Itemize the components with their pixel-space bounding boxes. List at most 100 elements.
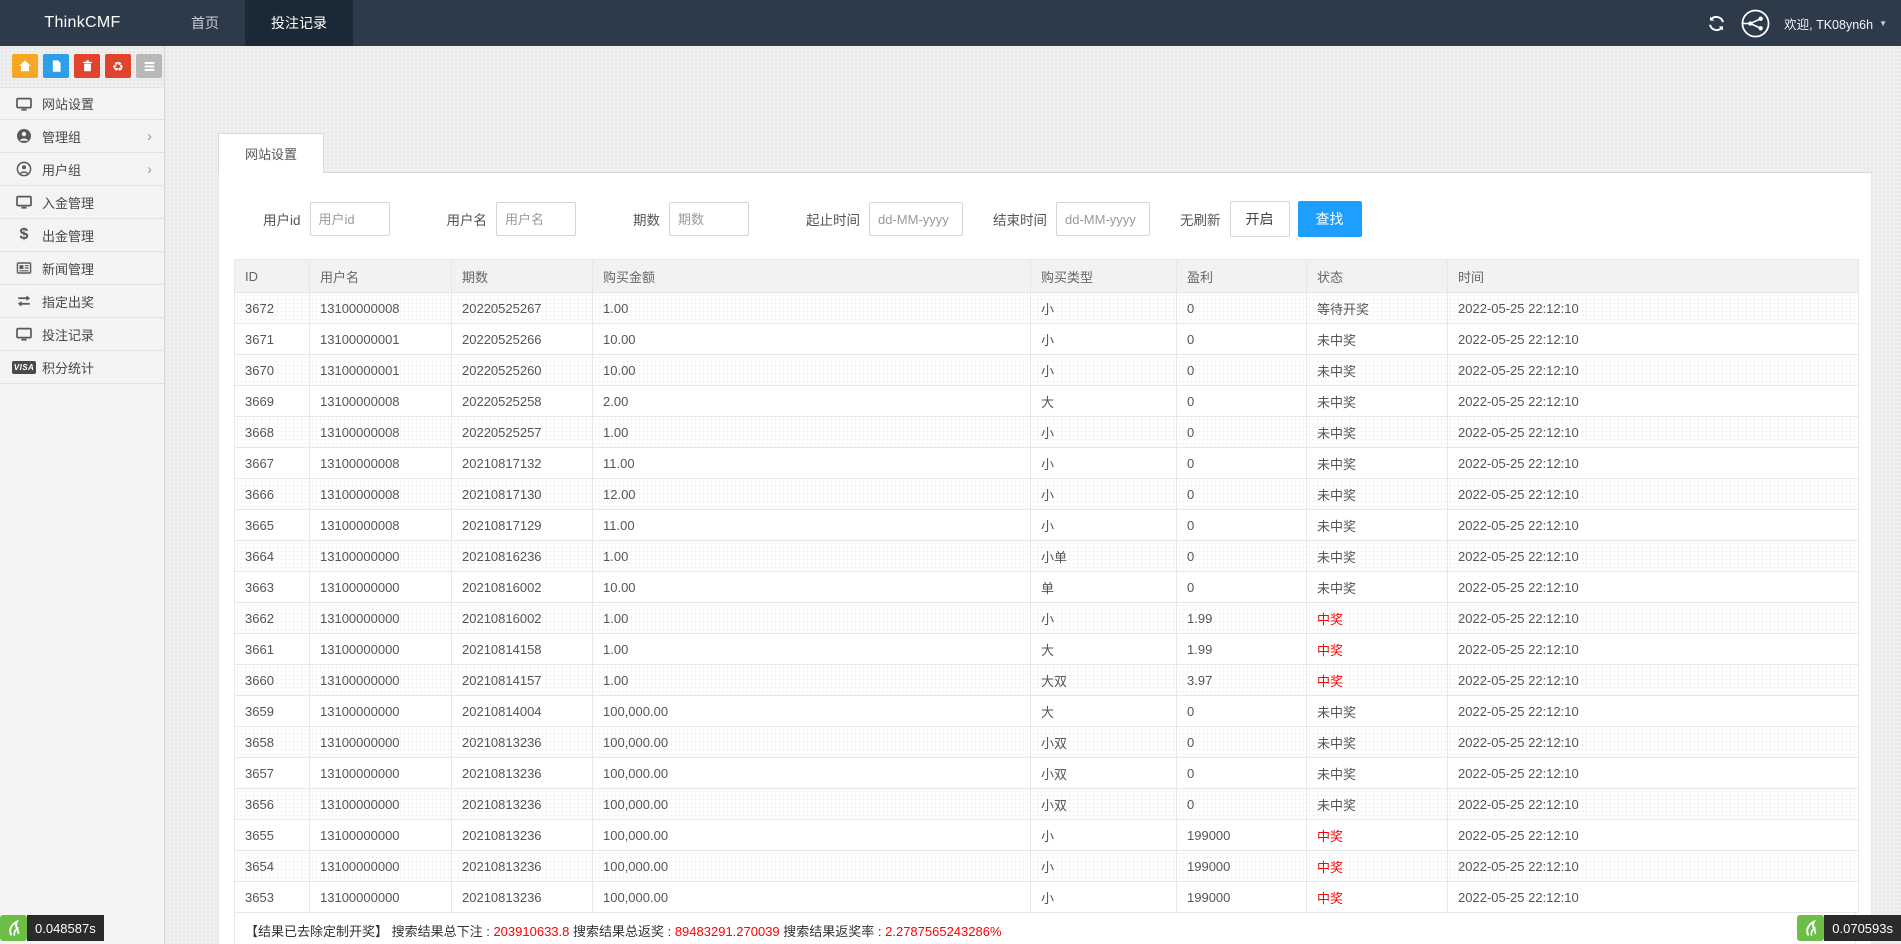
cell-id: 3655 xyxy=(234,819,310,851)
cell-period: 20210813236 xyxy=(451,757,593,789)
summary-mid2: 搜索结果返奖率 : xyxy=(779,924,886,939)
cell-status: 中奖 xyxy=(1306,633,1448,665)
cell-id: 3661 xyxy=(234,633,310,665)
cell-username: 13100000000 xyxy=(309,602,452,634)
cell-buy-type: 小 xyxy=(1030,602,1177,634)
sidebar-item-label: 用户组 xyxy=(42,162,82,178)
cell-status: 未中奖 xyxy=(1306,726,1448,758)
sidebar-item-deposit[interactable]: 入金管理 xyxy=(0,186,164,219)
cell-period: 20210816002 xyxy=(451,602,593,634)
table-row: 3654 13100000000 20210813236 100,000.00 小 199… xyxy=(234,850,1859,882)
sidebar-item-news[interactable]: 新闻管理 xyxy=(0,252,164,285)
flame-logo-icon xyxy=(0,915,27,941)
username-input[interactable] xyxy=(496,202,577,236)
cell-username: 13100000008 xyxy=(309,416,452,448)
cell-amount: 100,000.00 xyxy=(592,819,1031,851)
cell-profit: 0 xyxy=(1176,323,1307,355)
app-logo[interactable]: ThinkCMF xyxy=(44,14,121,31)
nav-item-bet-records[interactable]: 投注记录 xyxy=(245,0,353,46)
cell-buy-type: 小 xyxy=(1030,354,1177,386)
toolbar-recycle-button[interactable]: ♻ xyxy=(105,54,131,78)
monitor-icon xyxy=(15,325,33,343)
payout-rate-value: 2.2787565243286% xyxy=(885,924,1002,939)
sidebar-item-withdraw[interactable]: $ 出金管理 xyxy=(0,219,164,252)
cell-amount: 1.00 xyxy=(592,292,1031,324)
table-row: 3670 13100000001 20220525260 10.00 小 0 未中奖 2022… xyxy=(234,354,1859,386)
cell-id: 3665 xyxy=(234,509,310,541)
welcome-text[interactable]: 欢迎, TK08yn6h ▼ xyxy=(1784,17,1887,32)
cell-profit: 0 xyxy=(1176,695,1307,727)
cell-status: 等待开奖 xyxy=(1306,292,1448,324)
column-header: 购买金额 xyxy=(592,259,1031,293)
cell-time: 2022-05-25 22:12:10 xyxy=(1447,819,1859,851)
cell-username: 13100000008 xyxy=(309,478,452,510)
chevron-right-icon: › xyxy=(147,127,152,145)
cell-id: 3669 xyxy=(234,385,310,417)
cell-period: 20210814157 xyxy=(451,664,593,696)
tab-site-settings[interactable]: 网站设置 xyxy=(218,133,325,173)
cell-time: 2022-05-25 22:12:10 xyxy=(1447,664,1859,696)
cell-profit: 0 xyxy=(1176,478,1307,510)
navbar-right: 欢迎, TK08yn6h ▼ xyxy=(1705,0,1901,46)
cell-id: 3672 xyxy=(234,292,310,324)
cell-status: 未中奖 xyxy=(1306,323,1448,355)
cell-username: 13100000000 xyxy=(309,571,452,603)
flame-logo-icon xyxy=(1797,915,1825,941)
cell-status: 未中奖 xyxy=(1306,695,1448,727)
toolbar-list-button[interactable] xyxy=(136,54,162,78)
sidebar-item-label: 新闻管理 xyxy=(42,261,95,277)
cell-time: 2022-05-25 22:12:10 xyxy=(1447,788,1859,820)
avatar[interactable] xyxy=(1741,9,1770,38)
cell-status: 未中奖 xyxy=(1306,509,1448,541)
cell-period: 20210814004 xyxy=(451,695,593,727)
cell-buy-type: 小 xyxy=(1030,819,1177,851)
cell-username: 13100000000 xyxy=(309,757,452,789)
toolbar-home-button[interactable] xyxy=(12,54,38,78)
cell-period: 20210813236 xyxy=(451,819,593,851)
cell-profit: 199000 xyxy=(1176,819,1307,851)
sidebar-item-assign-prize[interactable]: 指定出奖 xyxy=(0,285,164,318)
cell-amount: 10.00 xyxy=(592,571,1031,603)
user-id-input[interactable] xyxy=(309,202,390,236)
table-row: 3672 13100000008 20220525267 1.00 小 0 等待开奖 2022… xyxy=(234,292,1859,324)
cell-amount: 11.00 xyxy=(592,447,1031,479)
sidebar-item-site-settings[interactable]: 网站设置 xyxy=(0,87,164,120)
cell-profit: 1.99 xyxy=(1176,602,1307,634)
sidebar-item-label: 指定出奖 xyxy=(42,294,95,310)
no-refresh-label: 无刷新 xyxy=(1180,213,1221,228)
cell-amount: 100,000.00 xyxy=(592,881,1031,913)
start-time-input[interactable] xyxy=(869,202,964,236)
cell-id: 3670 xyxy=(234,354,310,386)
cell-status: 未中奖 xyxy=(1306,385,1448,417)
toolbar-file-button[interactable] xyxy=(43,54,69,78)
period-input[interactable] xyxy=(669,202,750,236)
sidebar-item-label: 积分统计 xyxy=(42,360,95,376)
table-row: 3666 13100000008 20210817130 12.00 小 0 未中奖 2022… xyxy=(234,478,1859,510)
sidebar-item-user-group[interactable]: 用户组 › xyxy=(0,153,164,186)
refresh-icon[interactable] xyxy=(1705,12,1727,34)
chevron-right-icon: › xyxy=(147,160,152,178)
refresh-toggle-button[interactable]: 开启 xyxy=(1229,201,1290,237)
column-header: ID xyxy=(234,259,310,293)
cell-amount: 12.00 xyxy=(592,478,1031,510)
cell-amount: 1.00 xyxy=(592,664,1031,696)
toolbar-trash-button[interactable] xyxy=(74,54,100,78)
sidebar-item-admin-group[interactable]: 管理组 › xyxy=(0,120,164,153)
sidebar-item-bet-records[interactable]: 投注记录 xyxy=(0,318,164,351)
end-time-input[interactable] xyxy=(1056,202,1151,236)
cell-period: 20220525257 xyxy=(451,416,593,448)
cell-period: 20220525266 xyxy=(451,323,593,355)
nav-item-home[interactable]: 首页 xyxy=(191,15,219,31)
cell-username: 13100000008 xyxy=(309,385,452,417)
cell-profit: 199000 xyxy=(1176,881,1307,913)
cell-time: 2022-05-25 22:12:10 xyxy=(1447,354,1859,386)
search-button[interactable]: 查找 xyxy=(1297,201,1362,237)
cell-id: 3663 xyxy=(234,571,310,603)
sidebar-item-points-stats[interactable]: VISA 积分统计 xyxy=(0,351,164,384)
cell-time: 2022-05-25 22:12:10 xyxy=(1447,602,1859,634)
cell-buy-type: 小 xyxy=(1030,509,1177,541)
records-table: ID 用户名 期数 购买金额 购买类型 盈利 状态 时间 3672 13100000008 202… xyxy=(234,259,1859,913)
home-icon xyxy=(18,59,32,73)
cell-amount: 2.00 xyxy=(592,385,1031,417)
cell-username: 13100000000 xyxy=(309,695,452,727)
